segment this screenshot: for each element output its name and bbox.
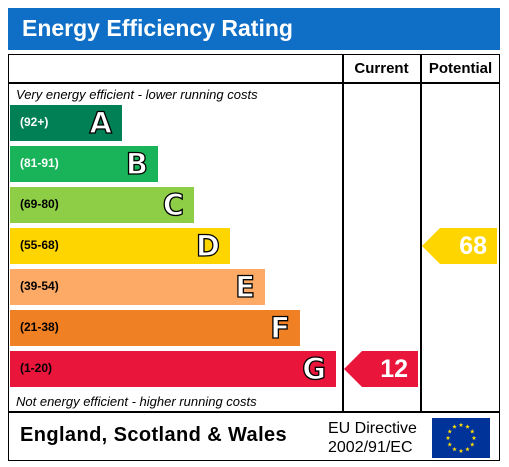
band-range-label: (21-38): [20, 320, 59, 334]
header-rule: [8, 82, 500, 84]
potential-column-divider: [420, 54, 422, 412]
eu-star-icon: [465, 446, 470, 452]
rating-table-frame: [8, 54, 500, 461]
directive-line-2: 2002/91/EC: [328, 439, 413, 456]
current-rating-value: 12: [380, 355, 408, 383]
band-c: (69-80) C: [10, 187, 194, 223]
eu-star-icon: [465, 424, 470, 429]
current-rating-arrow: [344, 351, 418, 387]
band-letter-label: F: [270, 310, 291, 345]
current-column-header: Current: [354, 60, 409, 77]
title-bar: Energy Efficiency Rating: [8, 8, 500, 50]
eu-star-icon: [447, 429, 453, 434]
band-letter-label: E: [235, 269, 256, 304]
eu-star-icon: [458, 448, 464, 453]
band-range-label: (1-20): [20, 361, 53, 375]
directive-line-1: EU Directive: [328, 420, 417, 437]
footer-directive: EU Directive 2002/91/EC: [328, 419, 417, 457]
band-d: (55-68) D: [10, 228, 230, 264]
band-e: (39-54) E: [10, 269, 265, 305]
band-letter-label: A: [89, 105, 113, 140]
top-note: Very energy efficient - lower running co…: [16, 87, 258, 102]
band-letter-label: C: [162, 187, 185, 222]
potential-rating-arrow: [422, 228, 497, 264]
eu-star-icon: [452, 424, 457, 429]
chart-title: Energy Efficiency Rating: [22, 15, 293, 41]
eu-star-icon: [452, 446, 457, 452]
band-a: (92+) A: [10, 105, 122, 141]
bottom-note: Not energy efficient - higher running co…: [16, 394, 257, 409]
band-range-label: (39-54): [20, 279, 59, 293]
eu-star-icon: [458, 422, 464, 427]
footer-region: England, Scotland & Wales: [20, 424, 288, 446]
band-f: (21-38) F: [10, 310, 300, 346]
eu-star-icon: [447, 442, 453, 447]
band-range-label: (81-91): [20, 156, 59, 170]
current-column-divider: [342, 54, 344, 412]
potential-rating-value: 68: [459, 232, 487, 260]
band-range-label: (55-68): [20, 238, 59, 252]
eu-star-icon: [471, 435, 477, 440]
band-letter-label: D: [195, 228, 220, 263]
potential-column-header: Potential: [428, 60, 493, 77]
current-rating-marker: 12: [344, 351, 418, 387]
band-range-label: (92+): [20, 115, 49, 129]
eu-flag-icon: [432, 418, 490, 458]
eu-star-icon: [469, 442, 475, 447]
band-letter-label: G: [302, 351, 327, 386]
band-b: (81-91) B: [10, 146, 158, 182]
eu-star-icon: [469, 429, 475, 434]
band-range-label: (69-80): [20, 197, 59, 211]
eu-star-icon: [445, 435, 451, 440]
footer-rule: [8, 411, 500, 413]
band-g: (1-20) G: [10, 351, 336, 387]
potential-rating-marker: 68: [422, 228, 497, 264]
band-letter-label: B: [125, 146, 148, 181]
